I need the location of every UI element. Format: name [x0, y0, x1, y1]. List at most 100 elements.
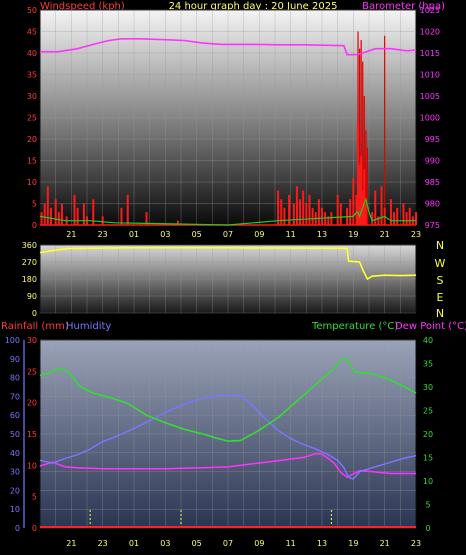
gust-bar [362, 61, 364, 225]
barometer-tick-label: 985 [425, 178, 440, 187]
windspeed-tick-label: 25 [27, 114, 37, 123]
x-tick-label: 13 [317, 230, 327, 239]
windspeed-bar [292, 203, 295, 225]
temperature-tick-label: 20 [423, 430, 433, 439]
gust-bar [365, 130, 367, 225]
wind-direction-tick-label: 0 [32, 309, 37, 318]
windspeed-bar [299, 199, 302, 225]
humidity-tick-label: 10 [10, 505, 20, 514]
barometer-tick-label: 990 [425, 157, 440, 166]
windspeed-bar [302, 190, 305, 225]
temperature-line [39, 358, 417, 442]
humidity-axis: 0 10 20 30 40 50 60 70 80 90 100 [5, 336, 25, 533]
humidity-line [39, 393, 417, 480]
wind-direction-tick-label: 90 [27, 292, 37, 301]
windspeed-bar [120, 207, 123, 225]
windspeed-bar [277, 190, 280, 225]
x-tick-label: 05 [192, 230, 202, 239]
windspeed-tick-label: 45 [27, 28, 37, 37]
gust-bar [384, 35, 386, 225]
x-tick-label: 21 [66, 230, 76, 239]
wind-baro-time-axis: 21 23 01 03 05 07 09 11 13 19 21 23 [66, 230, 421, 239]
compass-label: N [436, 239, 444, 252]
wind-direction-tick-label: 270 [22, 258, 37, 267]
windspeed-bar [321, 207, 323, 225]
windspeed-tick-label: 20 [27, 135, 37, 144]
x-tick-label: 01 [129, 230, 139, 239]
windspeed-bar [60, 203, 63, 225]
windspeed-bar [101, 216, 104, 225]
wind-direction-tick-label: 180 [22, 275, 37, 284]
windspeed-bar [364, 203, 367, 225]
windspeed-tick-label: 40 [27, 49, 37, 58]
humidity-tick-label: 50 [10, 430, 20, 439]
temp-humidity-lines [39, 358, 417, 528]
wind-direction-degree-axis: 0 90 180 270 360 [22, 241, 37, 318]
barometer-axis-title: Barometer (hpa) [362, 1, 445, 12]
rainfall-axis: 0 5 10 15 20 25 30 [27, 336, 37, 533]
windspeed-bar [389, 199, 392, 225]
windspeed-tick-label: 50 [27, 6, 37, 15]
humidity-tick-label: 40 [10, 449, 20, 458]
x-tick-label: 21 [380, 539, 390, 548]
barometer-tick-label: 1005 [420, 92, 440, 101]
windspeed-bar [49, 207, 52, 225]
dewpoint-line [39, 452, 416, 479]
average-wind-line [39, 197, 416, 226]
humidity-tick-label: 60 [10, 411, 20, 420]
rainfall-tick-label: 30 [27, 336, 37, 345]
x-tick-label: 05 [192, 539, 202, 548]
compass-label: W [435, 257, 446, 270]
humidity-tick-label: 100 [5, 336, 20, 345]
rainfall-tick-label: 15 [27, 430, 37, 439]
temperature-tick-label: 0 [425, 524, 430, 533]
wind-direction-tick-label: 360 [22, 241, 37, 250]
humidity-axis-title: Humidity [66, 321, 111, 332]
windspeed-bar [371, 212, 374, 225]
x-tick-label: 19 [348, 230, 358, 239]
temp-humidity-grid [40, 339, 416, 529]
barometer-tick-label: 980 [425, 200, 440, 209]
rainfall-tick-label: 10 [27, 461, 37, 470]
humidity-tick-label: 20 [10, 486, 20, 495]
wind-baro-lines [39, 38, 417, 226]
windspeed-tick-label: 5 [32, 200, 37, 209]
windspeed-bar [305, 203, 308, 225]
x-tick-label: 23 [98, 230, 108, 239]
gust-bar [366, 147, 369, 225]
windspeed-axis: 0 5 10 15 20 25 30 35 40 45 50 [27, 6, 37, 230]
dewpoint-axis-title: Dew Point (°C) [395, 321, 466, 332]
x-tick-label: 21 [380, 230, 390, 239]
windspeed-bar [280, 199, 283, 225]
windspeed-bar [76, 207, 79, 225]
windspeed-bar [308, 194, 311, 225]
windspeed-bars [40, 31, 417, 226]
windspeed-tick-label: 35 [27, 71, 37, 80]
windspeed-bar [176, 220, 179, 225]
windspeed-bar [73, 194, 76, 225]
windspeed-tick-label: 30 [27, 92, 37, 101]
rainfall-tick-label: 25 [27, 367, 37, 376]
windspeed-bar [54, 199, 57, 225]
x-tick-label: 07 [223, 230, 233, 239]
x-tick-label: 13 [317, 539, 327, 548]
x-tick-label: 09 [254, 230, 264, 239]
windspeed-bar [92, 199, 95, 225]
windspeed-bar [336, 194, 339, 225]
temperature-tick-label: 5 [425, 501, 430, 510]
windspeed-bar [374, 190, 377, 225]
barometer-tick-label: 1015 [420, 49, 440, 58]
windspeed-bar [330, 212, 333, 225]
wind-direction-line [39, 247, 417, 281]
windspeed-bar [355, 194, 358, 225]
windspeed-bar [380, 186, 383, 225]
barometer-tick-label: 1000 [420, 114, 440, 123]
temp-humidity-time-axis: 21 23 01 03 05 07 09 11 13 19 21 23 [66, 539, 421, 548]
barometer-line [40, 38, 417, 56]
x-tick-label: 09 [254, 539, 264, 548]
barometer-tick-label: 1025 [420, 6, 440, 15]
temperature-tick-label: 15 [423, 454, 433, 463]
barometer-tick-label: 1020 [420, 28, 440, 37]
humidity-tick-label: 90 [10, 355, 20, 364]
